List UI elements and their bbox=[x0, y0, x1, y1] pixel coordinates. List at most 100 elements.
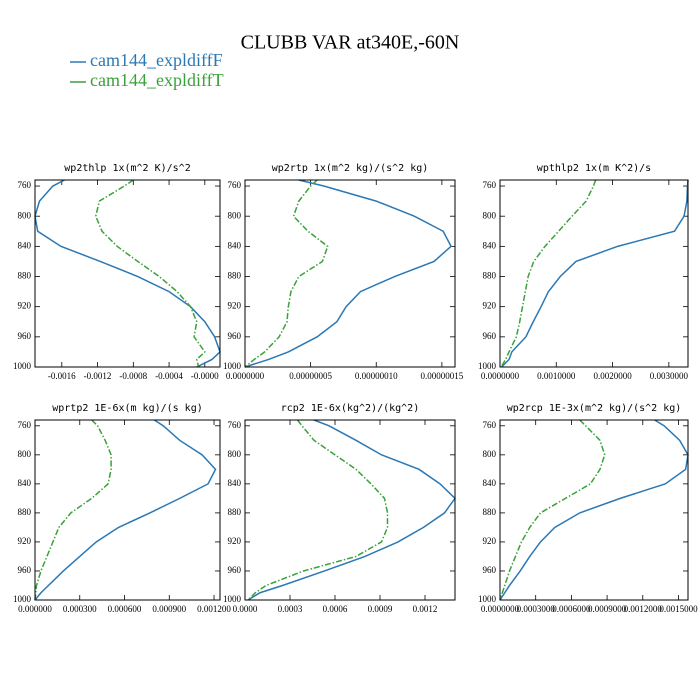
y-tick-label: 880 bbox=[18, 271, 32, 281]
plot-frame bbox=[34, 419, 221, 601]
x-tick-label: 0.000300 bbox=[63, 604, 97, 614]
x-tick-label: 0.0000000 bbox=[481, 371, 520, 381]
x-tick-label: 0.0020000 bbox=[593, 371, 632, 381]
y-tick-label: 960 bbox=[18, 331, 32, 341]
subplot-title: wp2thlp 1x(m^2 K)/s^2 bbox=[64, 163, 190, 174]
plot-frame bbox=[244, 419, 456, 601]
profile-line bbox=[244, 179, 329, 368]
profile-line bbox=[499, 419, 606, 601]
y-tick-label: 800 bbox=[18, 449, 32, 459]
y-tick-label: 760 bbox=[18, 180, 32, 190]
y-tick-label: 800 bbox=[18, 210, 32, 220]
y-tick-label: 880 bbox=[18, 507, 32, 517]
subplot-title: wpthlp2 1x(m K^2)/s bbox=[537, 163, 651, 174]
profile-line bbox=[500, 179, 597, 368]
profile-line bbox=[501, 179, 689, 368]
y-tick-label: 840 bbox=[228, 478, 242, 488]
y-tick-label: 840 bbox=[483, 240, 497, 250]
x-tick-label: 0.000600 bbox=[108, 604, 142, 614]
y-tick-label: 800 bbox=[483, 449, 497, 459]
y-tick-label: 760 bbox=[228, 420, 242, 430]
y-tick-label: 1000 bbox=[478, 594, 497, 604]
y-tick-label: 880 bbox=[483, 507, 497, 517]
x-tick-label: 0.0006000 bbox=[552, 604, 591, 614]
y-tick-label: 1000 bbox=[13, 594, 32, 604]
y-tick-label: 1000 bbox=[223, 361, 242, 371]
legend-label: cam144_expldiffT bbox=[90, 70, 224, 90]
x-tick-label: -0.0016 bbox=[48, 371, 76, 381]
y-tick-label: 760 bbox=[228, 180, 242, 190]
y-tick-label: 880 bbox=[483, 271, 497, 281]
x-tick-label: 0.0000000 bbox=[226, 371, 265, 381]
x-tick-label: 0.00000005 bbox=[289, 371, 332, 381]
x-tick-label: -0.0012 bbox=[84, 371, 112, 381]
plot-frame bbox=[499, 419, 689, 601]
y-tick-label: 760 bbox=[18, 420, 32, 430]
y-tick-label: 840 bbox=[483, 478, 497, 488]
plot-frame bbox=[244, 179, 456, 368]
legend-label: cam144_expldiffF bbox=[90, 50, 223, 70]
x-tick-label: -0.0004 bbox=[155, 371, 183, 381]
y-tick-label: 920 bbox=[483, 536, 497, 546]
y-tick-label: 960 bbox=[18, 565, 32, 575]
x-tick-label: 0.0030000 bbox=[650, 371, 689, 381]
subplot-title: wp2rtp 1x(m^2 kg)/(s^2 kg) bbox=[272, 163, 429, 174]
y-tick-label: 800 bbox=[228, 449, 242, 459]
x-tick-label: 0.00000010 bbox=[355, 371, 398, 381]
x-tick-label: 0.001200 bbox=[197, 604, 231, 614]
y-tick-label: 920 bbox=[18, 536, 32, 546]
x-tick-label: 0.0003 bbox=[278, 604, 303, 614]
profile-line bbox=[247, 419, 456, 601]
plot-frame bbox=[34, 179, 221, 368]
y-tick-label: 960 bbox=[483, 331, 497, 341]
y-tick-label: 960 bbox=[228, 331, 242, 341]
x-tick-label: 0.00000015 bbox=[421, 371, 464, 381]
profile-line bbox=[499, 419, 689, 601]
y-tick-label: 960 bbox=[483, 565, 497, 575]
x-tick-label: -0.0008 bbox=[119, 371, 147, 381]
y-tick-label: 1000 bbox=[13, 361, 32, 371]
y-tick-label: 960 bbox=[228, 565, 242, 575]
x-tick-label: 0.000900 bbox=[152, 604, 186, 614]
profile-line bbox=[244, 179, 452, 368]
x-tick-label: 0.0000000 bbox=[481, 604, 520, 614]
profile-line bbox=[94, 179, 206, 368]
x-tick-label: -0.0000 bbox=[191, 371, 219, 381]
y-tick-label: 800 bbox=[483, 210, 497, 220]
y-tick-label: 840 bbox=[18, 478, 32, 488]
y-tick-label: 880 bbox=[228, 507, 242, 517]
y-tick-label: 920 bbox=[228, 301, 242, 311]
y-tick-label: 840 bbox=[18, 240, 32, 250]
x-tick-label: 0.0009000 bbox=[588, 604, 627, 614]
profile-line bbox=[247, 419, 389, 601]
x-tick-label: 0.0012000 bbox=[624, 604, 663, 614]
y-tick-label: 760 bbox=[483, 180, 497, 190]
subplot-title: wp2rcp 1E-3x(m^2 kg)/(s^2 kg) bbox=[507, 403, 682, 414]
x-tick-label: 0.0000 bbox=[233, 604, 258, 614]
subplot-title: wprtp2 1E-6x(m kg)/(s kg) bbox=[52, 403, 203, 414]
y-tick-label: 1000 bbox=[223, 594, 242, 604]
x-tick-label: 0.0003000 bbox=[517, 604, 556, 614]
y-tick-label: 920 bbox=[228, 536, 242, 546]
y-tick-label: 1000 bbox=[478, 361, 497, 371]
x-tick-label: 0.0006 bbox=[323, 604, 348, 614]
x-tick-label: 0.0010000 bbox=[537, 371, 576, 381]
y-tick-label: 880 bbox=[228, 271, 242, 281]
figure-title: CLUBB VAR at340E,-60N bbox=[241, 32, 460, 54]
y-tick-label: 760 bbox=[483, 420, 497, 430]
plot-frame bbox=[499, 179, 689, 368]
profile-line bbox=[34, 179, 221, 368]
y-tick-label: 840 bbox=[228, 240, 242, 250]
y-tick-label: 920 bbox=[483, 301, 497, 311]
x-tick-label: 0.0015000 bbox=[659, 604, 698, 614]
profile-line bbox=[34, 419, 217, 601]
y-tick-label: 920 bbox=[18, 301, 32, 311]
x-tick-label: 0.0009 bbox=[368, 604, 393, 614]
y-tick-label: 800 bbox=[228, 210, 242, 220]
subplot-title: rcp2 1E-6x(kg^2)/(kg^2) bbox=[281, 403, 419, 414]
x-tick-label: 0.000000 bbox=[18, 604, 52, 614]
x-tick-label: 0.0012 bbox=[413, 604, 438, 614]
